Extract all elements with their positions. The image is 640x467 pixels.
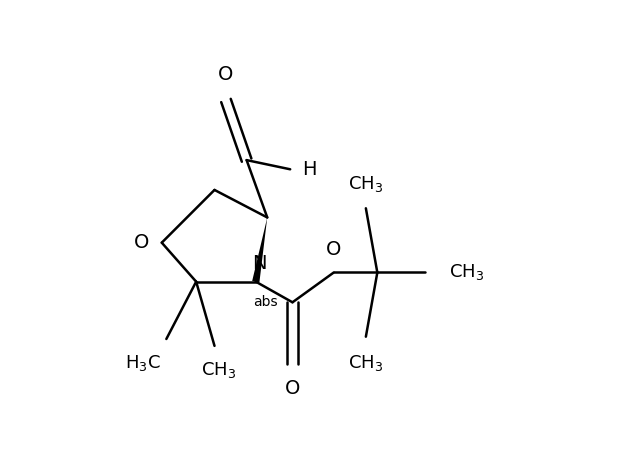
Text: N: N [252, 255, 267, 273]
Text: CH$_3$: CH$_3$ [200, 360, 236, 380]
Text: abs: abs [253, 296, 278, 310]
Text: O: O [285, 379, 300, 398]
Text: O: O [326, 240, 342, 259]
Text: O: O [134, 233, 149, 252]
Text: CH$_3$: CH$_3$ [348, 353, 383, 373]
Text: H$_3$C: H$_3$C [125, 353, 161, 373]
Text: H: H [301, 160, 316, 179]
Text: O: O [218, 65, 234, 85]
Polygon shape [252, 218, 268, 283]
Text: CH$_3$: CH$_3$ [449, 262, 484, 283]
Text: CH$_3$: CH$_3$ [348, 174, 383, 194]
